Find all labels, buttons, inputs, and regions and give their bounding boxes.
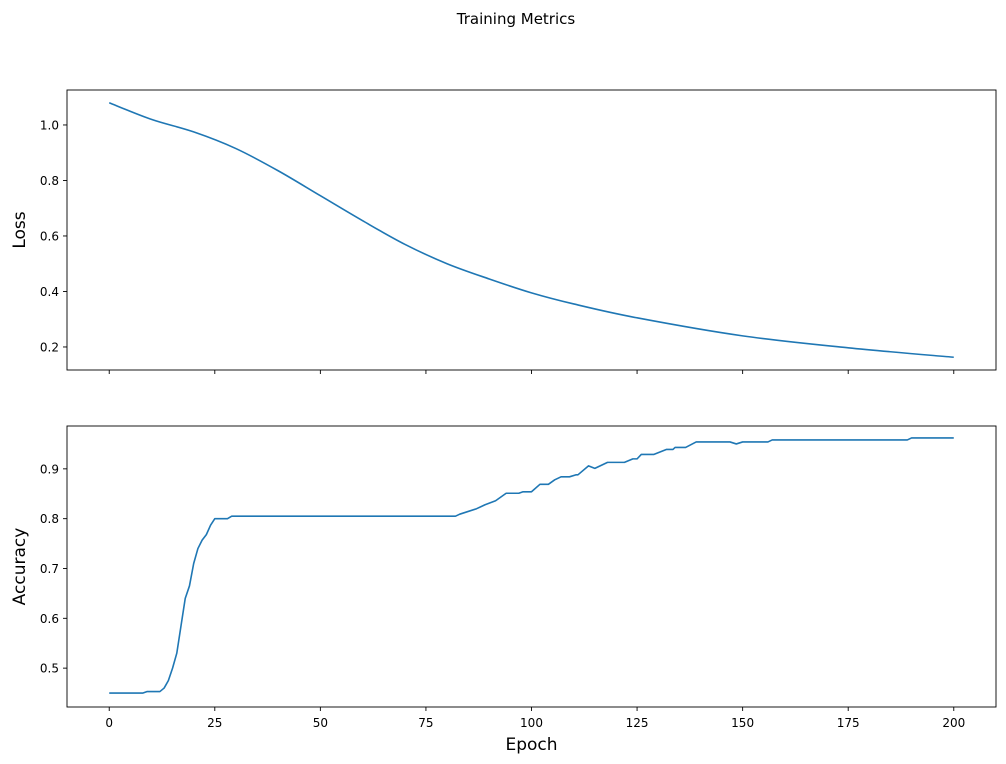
- x-tick-label: 50: [313, 716, 328, 730]
- y-tick-label: 0.5: [40, 662, 59, 676]
- loss-axes: 0.2 0.4 0.6 0.8 1.0 Loss: [10, 89, 997, 374]
- loss-line: [108, 102, 954, 359]
- y-tick-label: 0.6: [40, 229, 59, 243]
- x-tick-label: 0: [105, 716, 113, 730]
- x-tick-label: 150: [731, 716, 754, 730]
- accuracy-axes: 0 25 50 75 100 125 150 175 200 0.5 0.6 0.7 0.8 0.9 Acc…: [10, 425, 997, 755]
- y-tick-label: 1.0: [40, 118, 59, 132]
- x-tick-label: 175: [837, 716, 860, 730]
- x-tick-label: 125: [626, 716, 649, 730]
- y-tick-label: 0.7: [40, 562, 59, 576]
- y-axis-label: Accuracy: [10, 528, 30, 606]
- y-tick-label: 0.9: [40, 462, 59, 476]
- accuracy-axes-frame: [66, 425, 997, 708]
- y-tick-label: 0.8: [40, 174, 59, 188]
- x-tick-label: 25: [207, 716, 222, 730]
- y-axis-label: Loss: [10, 211, 30, 248]
- x-tick-label: 75: [418, 716, 433, 730]
- x-axis-label: Epoch: [505, 735, 557, 755]
- y-tick-label: 0.4: [40, 285, 59, 299]
- y-tick-label: 0.2: [40, 340, 59, 354]
- accuracy-line: [109, 437, 954, 694]
- loss-axes-frame: [66, 89, 997, 371]
- y-tick-label: 0.8: [40, 512, 59, 526]
- x-tick-label: 100: [520, 716, 543, 730]
- figure-title: Training Metrics: [456, 10, 576, 28]
- y-tick-label: 0.6: [40, 612, 59, 626]
- x-tick-label: 200: [942, 716, 965, 730]
